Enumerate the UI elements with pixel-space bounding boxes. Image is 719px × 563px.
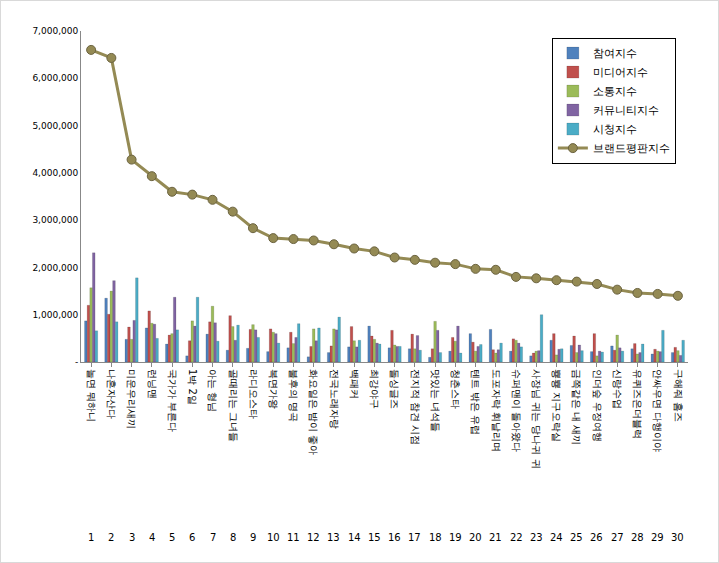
svg-text:11: 11 <box>287 532 300 543</box>
svg-text:12: 12 <box>307 532 320 543</box>
svg-text:전지적 참견 시점: 전지적 참견 시점 <box>410 369 421 445</box>
svg-text:안싸우면 다행이야: 안싸우면 다행이야 <box>652 369 663 452</box>
svg-text:사장님 귀는 당나귀 귀: 사장님 귀는 당나귀 귀 <box>531 369 542 469</box>
svg-text:뿅뿅 지구오락실: 뿅뿅 지구오락실 <box>551 369 562 442</box>
svg-text:나혼자산다: 나혼자산다 <box>106 369 117 419</box>
svg-text:전국노래자랑: 전국노래자랑 <box>329 369 340 429</box>
svg-text:텐트 밖은 유럽: 텐트 밖은 유럽 <box>470 369 481 435</box>
svg-text:21: 21 <box>489 532 502 543</box>
svg-text:23: 23 <box>530 532 543 543</box>
svg-text:6: 6 <box>189 532 195 543</box>
svg-text:29: 29 <box>651 532 664 543</box>
svg-text:참여지수: 참여지수 <box>593 47 637 60</box>
svg-text:커뮤니티지수: 커뮤니티지수 <box>593 104 659 117</box>
svg-text:시청지수: 시청지수 <box>593 123 637 136</box>
svg-text:4,000,000: 4,000,000 <box>32 168 78 178</box>
svg-text:인더숲 우정여행: 인더숲 우정여행 <box>592 369 603 442</box>
svg-text:최강야구: 최강야구 <box>369 369 380 409</box>
svg-text:14: 14 <box>348 532 361 543</box>
svg-text:유퀴즈온더블럭: 유퀴즈온더블럭 <box>632 369 643 439</box>
svg-text:브랜드평판지수: 브랜드평판지수 <box>593 142 670 155</box>
svg-text:미운우리새끼: 미운우리새끼 <box>126 369 137 429</box>
svg-text:24: 24 <box>550 532 563 543</box>
svg-text:10: 10 <box>267 532 280 543</box>
svg-text:26: 26 <box>590 532 603 543</box>
svg-text:8: 8 <box>230 532 236 543</box>
svg-text:놀면 뭐하니: 놀면 뭐하니 <box>86 369 97 422</box>
svg-text:화요일은 밤이 좋아: 화요일은 밤이 좋아 <box>308 369 319 455</box>
svg-text:30: 30 <box>671 532 684 543</box>
svg-text:도포자락 휘날리며: 도포자락 휘날리며 <box>491 369 502 452</box>
svg-text:런닝맨: 런닝맨 <box>147 369 158 399</box>
svg-text:7,000,000: 7,000,000 <box>32 26 78 36</box>
svg-text:25: 25 <box>570 532 583 543</box>
svg-text:16: 16 <box>388 532 401 543</box>
svg-text:2,000,000: 2,000,000 <box>32 263 78 273</box>
svg-text:22: 22 <box>510 532 523 543</box>
svg-text:복면가왕: 복면가왕 <box>268 369 279 409</box>
svg-text:아는 형님: 아는 형님 <box>207 369 218 412</box>
svg-text:13: 13 <box>327 532 340 543</box>
svg-text:1: 1 <box>88 532 94 543</box>
svg-text:1박 2일: 1박 2일 <box>187 369 198 405</box>
svg-text:청춘스타: 청춘스타 <box>450 369 461 409</box>
svg-text:돌싱글즈: 돌싱글즈 <box>389 369 400 409</box>
svg-text:3: 3 <box>129 532 135 543</box>
svg-text:15: 15 <box>368 532 381 543</box>
svg-text:18: 18 <box>429 532 442 543</box>
svg-text:소통지수: 소통지수 <box>593 85 637 98</box>
svg-text:28: 28 <box>631 532 644 543</box>
svg-text:맛있는 녀석들: 맛있는 녀석들 <box>430 369 441 432</box>
svg-text:1,000,000: 1,000,000 <box>32 310 78 320</box>
svg-text:20: 20 <box>469 532 482 543</box>
svg-text:슈퍼맨이 돌아왔다: 슈퍼맨이 돌아왔다 <box>511 369 522 452</box>
svg-text:2: 2 <box>108 532 114 543</box>
svg-text:골때리는 그녀들: 골때리는 그녀들 <box>228 369 239 442</box>
svg-text:백패커: 백패커 <box>349 369 360 399</box>
svg-text:9: 9 <box>250 532 256 543</box>
svg-text:금쪽같은 내 새끼: 금쪽같은 내 새끼 <box>571 369 582 445</box>
svg-text:국가가 부른다: 국가가 부른다 <box>167 369 178 432</box>
svg-text:27: 27 <box>611 532 624 543</box>
svg-text:5,000,000: 5,000,000 <box>32 121 78 131</box>
svg-text:미디어지수: 미디어지수 <box>593 66 648 79</box>
svg-text:4: 4 <box>149 532 155 543</box>
svg-text:불후의 명곡: 불후의 명곡 <box>288 369 299 422</box>
svg-text:라디오스타: 라디오스타 <box>248 369 259 419</box>
svg-text:구해줘 홈즈: 구해줘 홈즈 <box>673 369 684 422</box>
svg-text:신랑수업: 신랑수업 <box>612 369 623 409</box>
svg-text:17: 17 <box>408 532 421 543</box>
svg-text:6,000,000: 6,000,000 <box>32 73 78 83</box>
svg-text:-: - <box>75 357 78 367</box>
svg-text:19: 19 <box>449 532 462 543</box>
svg-text:7: 7 <box>210 532 216 543</box>
svg-text:5: 5 <box>169 532 175 543</box>
svg-text:3,000,000: 3,000,000 <box>32 215 78 225</box>
